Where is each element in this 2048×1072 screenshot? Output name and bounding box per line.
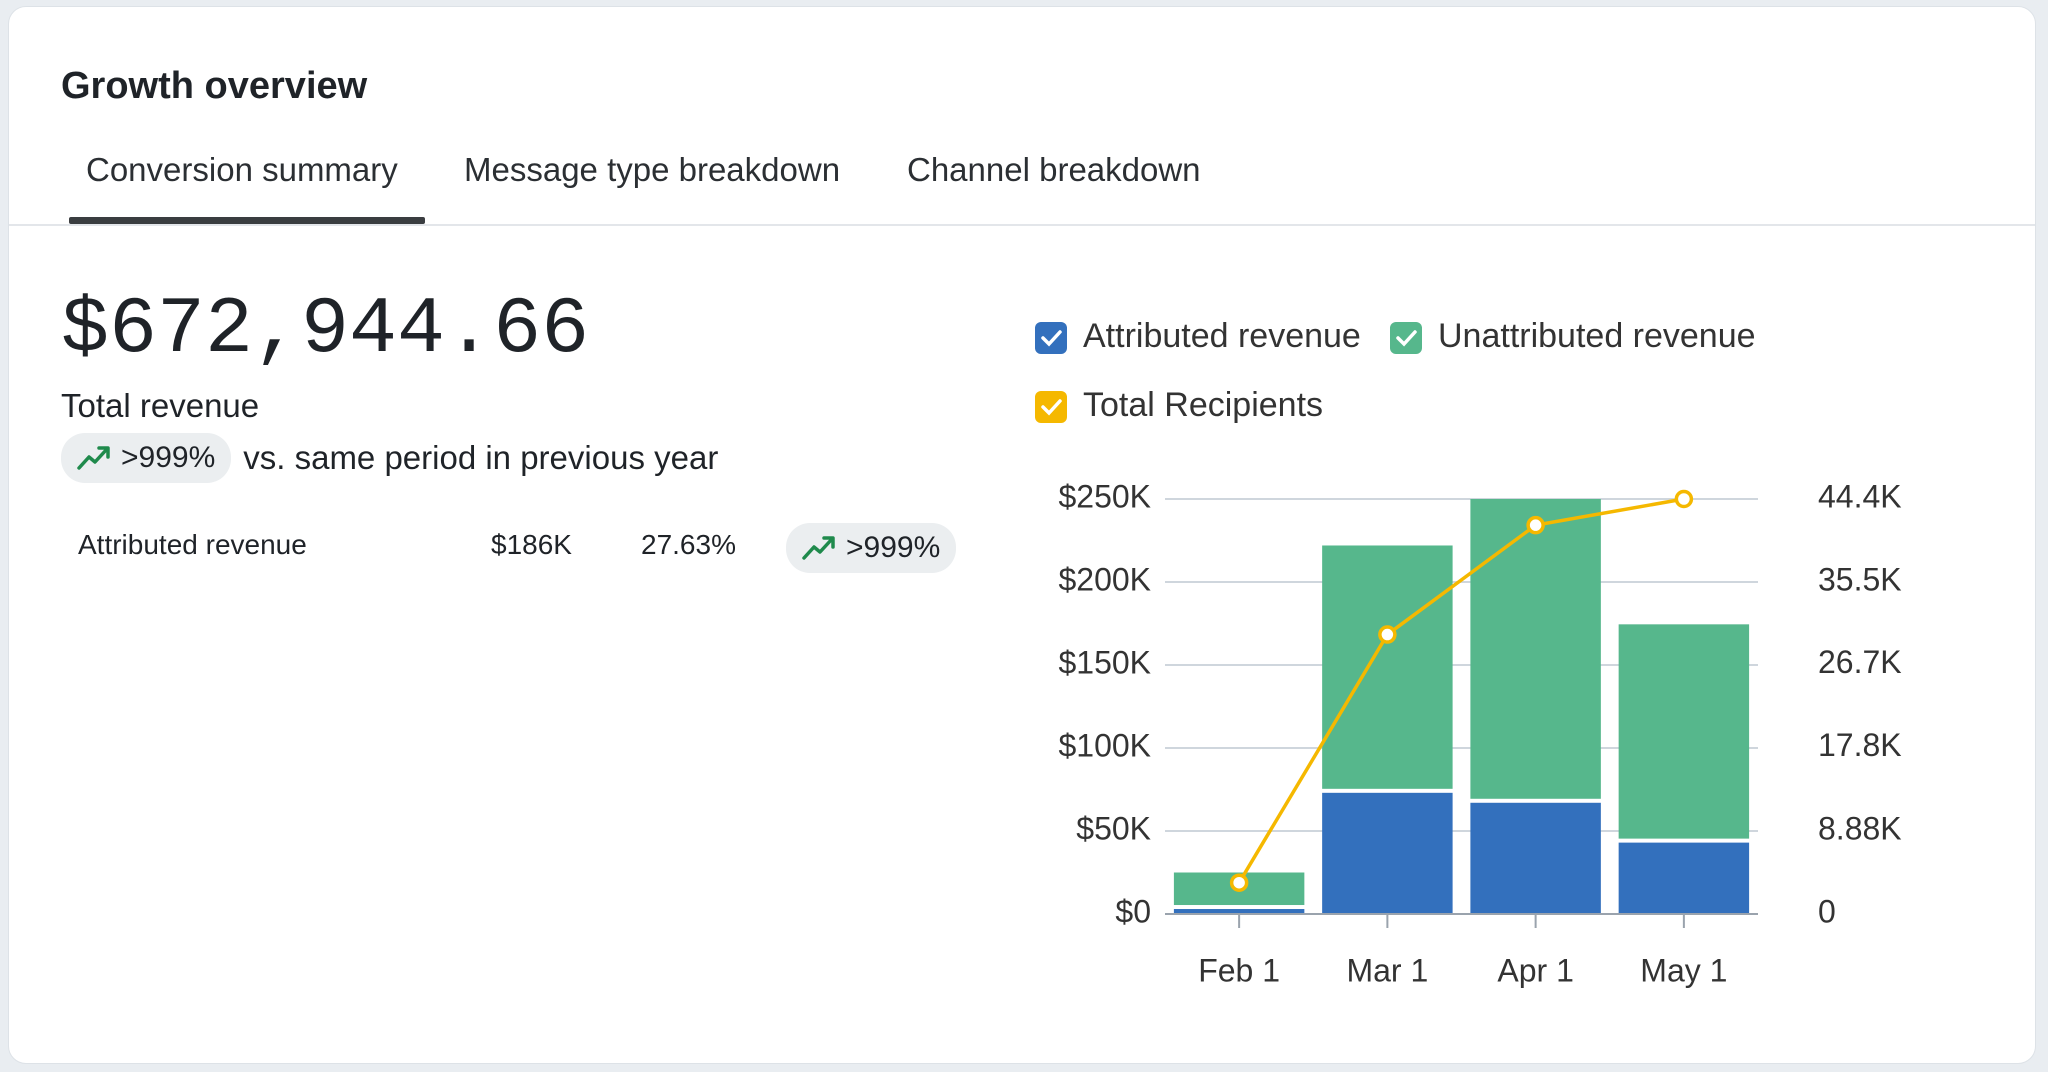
change-value: >999%	[846, 531, 941, 564]
y-tick-label: $150K	[1058, 644, 1151, 680]
tab[interactable]: Conversion summary	[86, 151, 398, 188]
line-point	[1674, 489, 1694, 509]
row-value: $186K	[491, 529, 572, 560]
change-value: >999%	[121, 441, 216, 474]
y-tick-label: 44.4K	[1818, 478, 1902, 514]
bar-segment	[1322, 792, 1453, 914]
line-point	[1378, 625, 1397, 644]
tab[interactable]: Channel breakdown	[907, 151, 1201, 188]
bar-segment	[1322, 545, 1453, 789]
line-point	[1526, 515, 1545, 535]
y-tick-label: $50K	[1076, 810, 1151, 846]
divider	[9, 224, 2035, 226]
legend-label: Unattributed revenue	[1438, 317, 1756, 355]
legend-label: Attributed revenue	[1083, 317, 1361, 355]
change-badge: >999%	[61, 433, 232, 483]
change-line: >999% vs. same period in previous year	[61, 433, 718, 483]
active-tab-indicator	[69, 217, 425, 224]
y-tick-label: $200K	[1058, 561, 1151, 597]
legend-check	[1041, 330, 1062, 347]
legend-check	[1396, 330, 1417, 347]
y-tick-label: 26.7K	[1818, 644, 1902, 680]
legend-check	[1041, 399, 1062, 416]
bar-segment	[1470, 802, 1601, 914]
legend-checkbox[interactable]	[1035, 391, 1067, 423]
x-tick-label: Mar 1	[1346, 952, 1428, 988]
card-title: Growth overview	[61, 65, 368, 107]
chart: $0 $50K $100K $150K $200K $250K 0 8.88K 17.8K 26.…	[1035, 317, 1902, 988]
bar-segment	[1618, 624, 1750, 839]
total-label: Total revenue	[61, 387, 260, 424]
trend-icon	[77, 446, 110, 470]
bar-segment	[1470, 499, 1601, 799]
bar-segment	[1618, 842, 1750, 914]
y-tick-label: 0	[1818, 893, 1836, 929]
trend-icon	[802, 536, 835, 560]
row-name: Attributed revenue	[78, 529, 307, 560]
legend-checkbox[interactable]	[1390, 322, 1422, 354]
growth-card: Growth overview Conversion summary Messa…	[8, 6, 2036, 1064]
y-tick-label: $250K	[1058, 478, 1151, 514]
row-share: 27.63%	[641, 529, 736, 560]
comparison: vs. same period in previous year	[243, 439, 719, 476]
y-tick-label: $0	[1115, 893, 1151, 929]
x-tick-label: Feb 1	[1198, 952, 1280, 988]
total-revenue: $672,944.66	[61, 285, 590, 376]
row-change: >999%	[786, 523, 957, 573]
x-tick-label: Apr 1	[1497, 952, 1573, 988]
y-tick-label: 35.5K	[1818, 562, 1902, 598]
y-tick-label: 17.8K	[1818, 727, 1902, 763]
y-tick-label: 8.88K	[1818, 810, 1902, 846]
bar-segment	[1173, 909, 1305, 914]
tab[interactable]: Message type breakdown	[464, 151, 841, 188]
legend-checkbox[interactable]	[1035, 322, 1067, 354]
legend-label: Total Recipients	[1083, 386, 1323, 424]
line-point	[1229, 873, 1249, 892]
change-badge: >999%	[786, 523, 957, 573]
x-tick-label: May 1	[1640, 952, 1727, 988]
line	[1237, 497, 1685, 884]
y-tick-label: $100K	[1058, 727, 1151, 763]
